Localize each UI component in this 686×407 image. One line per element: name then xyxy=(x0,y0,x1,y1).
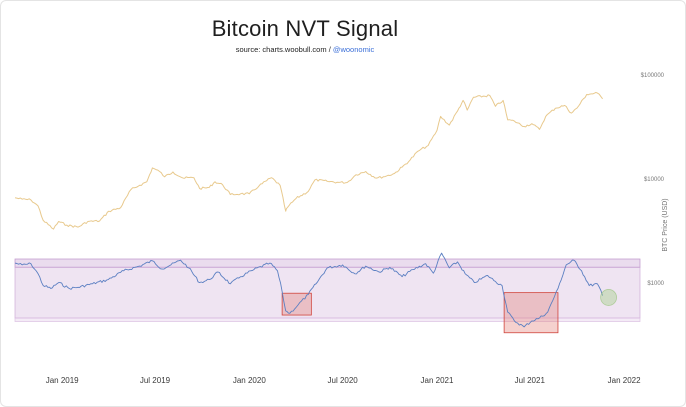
y-axis-title: BTC Price (USD) xyxy=(662,198,669,251)
source-text: source: charts.woobull.com / xyxy=(235,45,333,54)
source-handle-link[interactable]: @woonomic xyxy=(332,45,375,54)
x-tick-label: Jan 2022 xyxy=(608,376,641,385)
btc-price-line xyxy=(14,91,603,230)
current-circle xyxy=(600,289,617,306)
x-tick-label: Jan 2020 xyxy=(233,376,266,385)
overbought-band xyxy=(14,258,641,268)
y-tick-label: $100000 xyxy=(641,73,665,79)
y-tick-label: $10000 xyxy=(644,177,665,183)
nvt-signal-line xyxy=(14,252,604,328)
oversold-band xyxy=(14,317,641,322)
x-tick-label: Jan 2021 xyxy=(421,376,454,385)
highlight-box xyxy=(503,292,559,334)
y-tick-label: $1000 xyxy=(647,281,664,287)
x-tick-label: Jul 2020 xyxy=(328,376,359,385)
x-tick-label: Jan 2019 xyxy=(46,376,79,385)
chart-subtitle: source: charts.woobull.com / @woonomic xyxy=(160,45,450,54)
chart-title: Bitcoin NVT Signal xyxy=(211,16,399,41)
x-tick-label: Jul 2019 xyxy=(140,376,171,385)
x-tick-label: Jul 2021 xyxy=(515,376,546,385)
